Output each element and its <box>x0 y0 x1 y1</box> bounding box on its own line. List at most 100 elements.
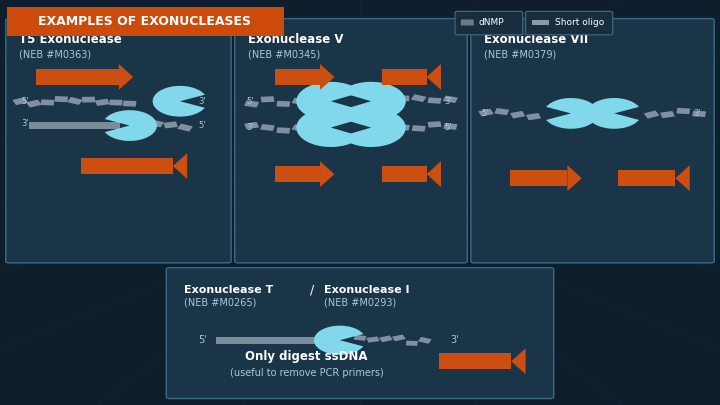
Bar <box>532 20 549 25</box>
Text: EXAMPLES OF EXONUCLEASES: EXAMPLES OF EXONUCLEASES <box>37 15 251 28</box>
Text: (NEB #M0363): (NEB #M0363) <box>19 50 91 60</box>
Bar <box>36 69 119 85</box>
Wedge shape <box>341 108 406 147</box>
Text: 3': 3' <box>199 97 207 106</box>
Polygon shape <box>320 161 335 187</box>
Text: Exonuclease VII: Exonuclease VII <box>484 33 588 46</box>
Text: Only digest ssDNA: Only digest ssDNA <box>246 350 368 363</box>
FancyBboxPatch shape <box>261 96 274 102</box>
Text: (useful to remove PCR primers): (useful to remove PCR primers) <box>230 369 384 378</box>
Polygon shape <box>426 64 441 90</box>
Text: (NEB #M0265): (NEB #M0265) <box>184 298 256 308</box>
Text: Short oligo: Short oligo <box>555 18 604 27</box>
Bar <box>574 110 611 117</box>
FancyBboxPatch shape <box>443 96 458 103</box>
Bar <box>276 166 320 182</box>
FancyBboxPatch shape <box>163 122 178 128</box>
Bar <box>382 166 426 182</box>
FancyBboxPatch shape <box>292 124 307 132</box>
FancyBboxPatch shape <box>495 108 509 115</box>
Text: dNMP: dNMP <box>479 18 505 27</box>
FancyBboxPatch shape <box>428 97 441 104</box>
FancyBboxPatch shape <box>41 99 54 106</box>
Text: 3': 3' <box>246 123 254 132</box>
FancyBboxPatch shape <box>478 109 494 116</box>
FancyBboxPatch shape <box>12 97 28 105</box>
Text: 5': 5' <box>199 121 206 130</box>
FancyBboxPatch shape <box>396 124 410 130</box>
FancyBboxPatch shape <box>392 335 405 341</box>
FancyBboxPatch shape <box>412 125 426 132</box>
FancyBboxPatch shape <box>660 111 675 118</box>
FancyBboxPatch shape <box>510 111 526 118</box>
Wedge shape <box>297 82 361 121</box>
FancyBboxPatch shape <box>366 337 379 343</box>
Text: 3': 3' <box>22 119 30 128</box>
Wedge shape <box>546 98 598 129</box>
Polygon shape <box>511 348 526 374</box>
Bar <box>382 69 426 85</box>
Polygon shape <box>567 165 582 191</box>
Text: 5': 5' <box>445 123 452 132</box>
Text: T5 Exonuclease: T5 Exonuclease <box>19 33 122 46</box>
FancyBboxPatch shape <box>82 97 95 102</box>
FancyBboxPatch shape <box>235 19 467 263</box>
Wedge shape <box>314 326 364 355</box>
Text: Exonuclease I: Exonuclease I <box>324 285 410 294</box>
FancyBboxPatch shape <box>461 19 474 26</box>
Polygon shape <box>426 161 441 187</box>
FancyBboxPatch shape <box>244 122 259 129</box>
Text: Exonuclease V: Exonuclease V <box>248 33 343 46</box>
Bar <box>81 158 173 174</box>
FancyBboxPatch shape <box>95 99 109 106</box>
FancyBboxPatch shape <box>26 100 42 107</box>
FancyBboxPatch shape <box>123 100 136 107</box>
Text: 5': 5' <box>481 109 488 118</box>
FancyBboxPatch shape <box>292 98 307 105</box>
Text: /: / <box>310 283 314 296</box>
Wedge shape <box>297 108 361 147</box>
FancyBboxPatch shape <box>276 101 290 107</box>
Wedge shape <box>341 82 406 121</box>
FancyBboxPatch shape <box>406 341 418 346</box>
FancyBboxPatch shape <box>526 11 613 35</box>
FancyBboxPatch shape <box>444 123 457 130</box>
FancyBboxPatch shape <box>471 19 714 263</box>
FancyBboxPatch shape <box>177 124 193 132</box>
FancyBboxPatch shape <box>109 100 122 105</box>
Text: Exonuclease T: Exonuclease T <box>184 285 273 294</box>
Wedge shape <box>587 98 639 129</box>
FancyBboxPatch shape <box>411 94 426 102</box>
FancyBboxPatch shape <box>6 19 231 263</box>
FancyBboxPatch shape <box>526 113 541 120</box>
Text: 3': 3' <box>693 109 701 118</box>
FancyBboxPatch shape <box>455 11 523 35</box>
FancyBboxPatch shape <box>135 124 149 130</box>
FancyBboxPatch shape <box>676 108 690 114</box>
FancyBboxPatch shape <box>396 96 410 101</box>
FancyBboxPatch shape <box>166 268 554 399</box>
FancyBboxPatch shape <box>55 96 68 102</box>
FancyBboxPatch shape <box>276 127 290 134</box>
Text: 3': 3' <box>450 335 459 345</box>
Text: (NEB #M0293): (NEB #M0293) <box>324 298 396 308</box>
Text: 3': 3' <box>445 97 452 106</box>
FancyBboxPatch shape <box>379 335 392 342</box>
FancyBboxPatch shape <box>428 121 441 128</box>
FancyBboxPatch shape <box>148 120 164 127</box>
FancyBboxPatch shape <box>261 124 274 131</box>
Bar <box>618 170 675 186</box>
Text: 5': 5' <box>22 97 29 106</box>
Polygon shape <box>173 153 187 179</box>
Wedge shape <box>153 86 204 117</box>
Bar <box>29 122 120 129</box>
FancyBboxPatch shape <box>692 111 706 117</box>
Bar <box>7 7 284 36</box>
FancyBboxPatch shape <box>244 100 259 107</box>
Text: (NEB #M0379): (NEB #M0379) <box>484 50 556 60</box>
FancyBboxPatch shape <box>67 97 83 105</box>
Text: (NEB #M0345): (NEB #M0345) <box>248 50 320 60</box>
Bar <box>439 353 511 369</box>
FancyBboxPatch shape <box>644 111 660 119</box>
Bar <box>276 69 320 85</box>
